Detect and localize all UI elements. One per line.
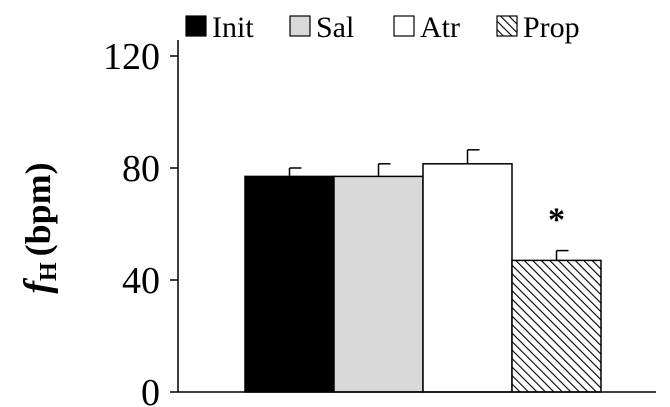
significance-marker: * [548, 202, 565, 239]
y-tick-label: 80 [122, 148, 160, 190]
y-tick-label: 120 [103, 36, 160, 78]
legend-swatch-sal [289, 15, 311, 37]
legend-label-prop: Prop [523, 11, 580, 44]
legend-swatch-prop [496, 15, 518, 37]
error-bars [288, 149, 569, 261]
bar-prop [511, 259, 602, 393]
ylabel-main: f [17, 278, 59, 294]
legend-swatch-init [185, 15, 207, 37]
ylabel-unit: (bpm) [18, 162, 58, 256]
bars [244, 163, 602, 393]
legend-swatch-atr [393, 15, 415, 37]
legend: Init Sal Atr Prop [185, 11, 580, 44]
bar-sal [333, 175, 424, 393]
annotations: * [548, 202, 565, 239]
y-tick-label: 40 [122, 260, 160, 302]
y-ticks: 0 40 80 120 [103, 36, 178, 407]
legend-label-sal: Sal [316, 11, 354, 44]
bar-init [244, 175, 335, 393]
axes [177, 40, 656, 393]
ylabel-sub: H [36, 262, 62, 281]
svg-text:fH(bpm): fH (bpm) [17, 162, 62, 293]
legend-label-init: Init [212, 11, 254, 44]
legend-label-atr: Atr [420, 11, 460, 44]
bar-atr [422, 163, 513, 393]
y-axis-label: fH (bpm) [17, 162, 62, 293]
y-tick-label: 0 [141, 372, 160, 407]
